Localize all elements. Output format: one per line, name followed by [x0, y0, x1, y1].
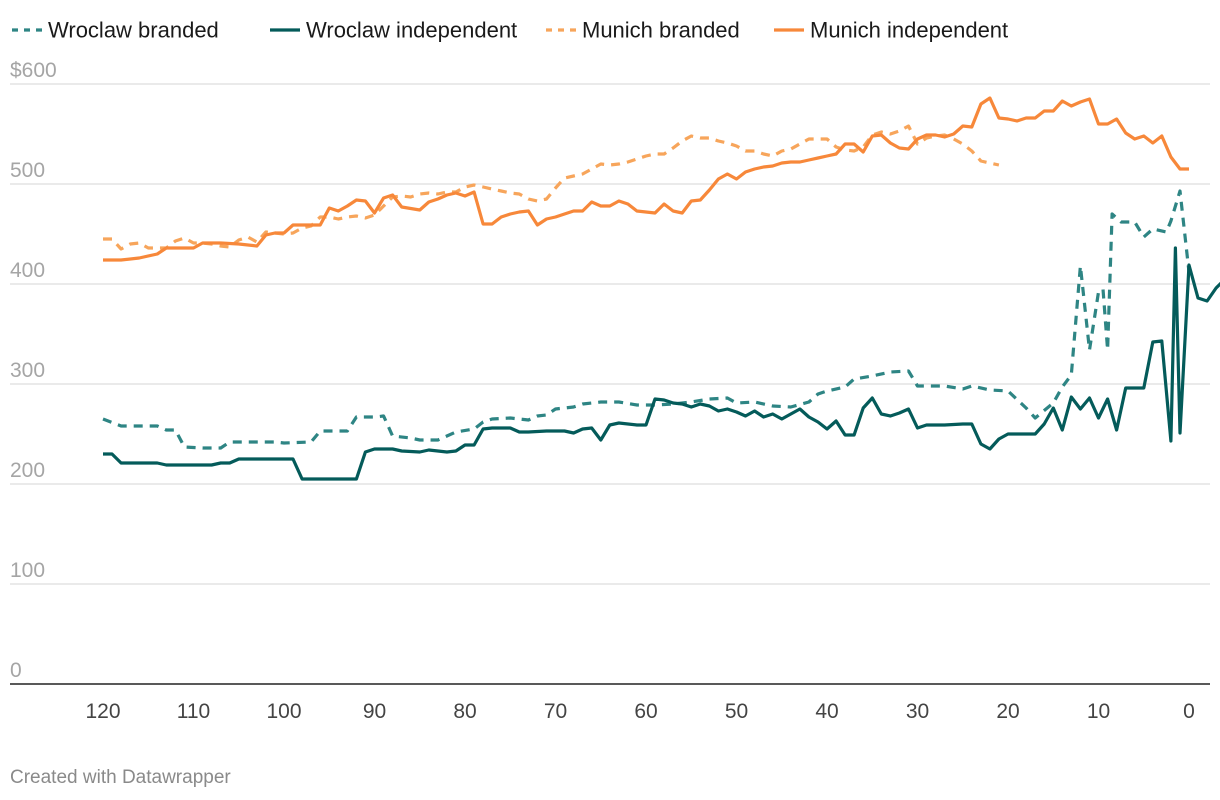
x-tick-label: 0 — [1183, 700, 1195, 723]
legend-item: Munich independent — [774, 18, 1008, 43]
datawrapper-credit: Created with Datawrapper — [10, 767, 231, 788]
x-tick-label: 100 — [266, 700, 301, 723]
x-tick-label: 40 — [815, 700, 838, 723]
legend-item: Wroclaw branded — [12, 18, 219, 43]
legend-label: Munich independent — [810, 18, 1008, 43]
x-tick-label: 120 — [85, 700, 120, 723]
series-lines — [102, 96, 1220, 481]
y-axis-tick-labels: 0 100 200 300 400 500 $600 — [10, 59, 57, 682]
y-tick-label: $600 — [10, 59, 57, 82]
x-tick-label: 60 — [634, 700, 657, 723]
legend-label: Wroclaw branded — [48, 18, 219, 43]
x-tick-label: 90 — [363, 700, 386, 723]
x-axis-tick-labels: 120 110 100 90 80 70 60 50 40 30 20 10 0 — [85, 700, 1194, 723]
x-tick-label: 10 — [1087, 700, 1110, 723]
y-tick-label: 100 — [10, 559, 45, 582]
legend-item: Munich branded — [546, 18, 740, 43]
x-tick-label: 70 — [544, 700, 567, 723]
y-tick-label: 0 — [10, 659, 22, 682]
chart-legend: Wroclaw branded Wroclaw independent Munich… — [12, 18, 1008, 43]
gridlines — [10, 83, 1210, 585]
legend-label: Wroclaw independent — [306, 18, 517, 43]
x-tick-label: 30 — [906, 700, 929, 723]
x-tick-label: 80 — [453, 700, 476, 723]
x-tick-label: 50 — [725, 700, 748, 723]
series-line-1 — [103, 246, 1220, 481]
y-tick-label: 400 — [10, 259, 45, 282]
y-tick-label: 300 — [10, 359, 45, 382]
series-line-2 — [103, 124, 1000, 251]
legend-label: Munich branded — [582, 18, 740, 43]
x-tick-label: 20 — [996, 700, 1019, 723]
y-tick-label: 200 — [10, 459, 45, 482]
legend-item: Wroclaw independent — [270, 18, 517, 43]
x-tick-label: 110 — [177, 700, 210, 723]
series-line-0 — [102, 189, 1191, 450]
y-tick-label: 500 — [10, 159, 45, 182]
series-line-3 — [103, 96, 1189, 262]
